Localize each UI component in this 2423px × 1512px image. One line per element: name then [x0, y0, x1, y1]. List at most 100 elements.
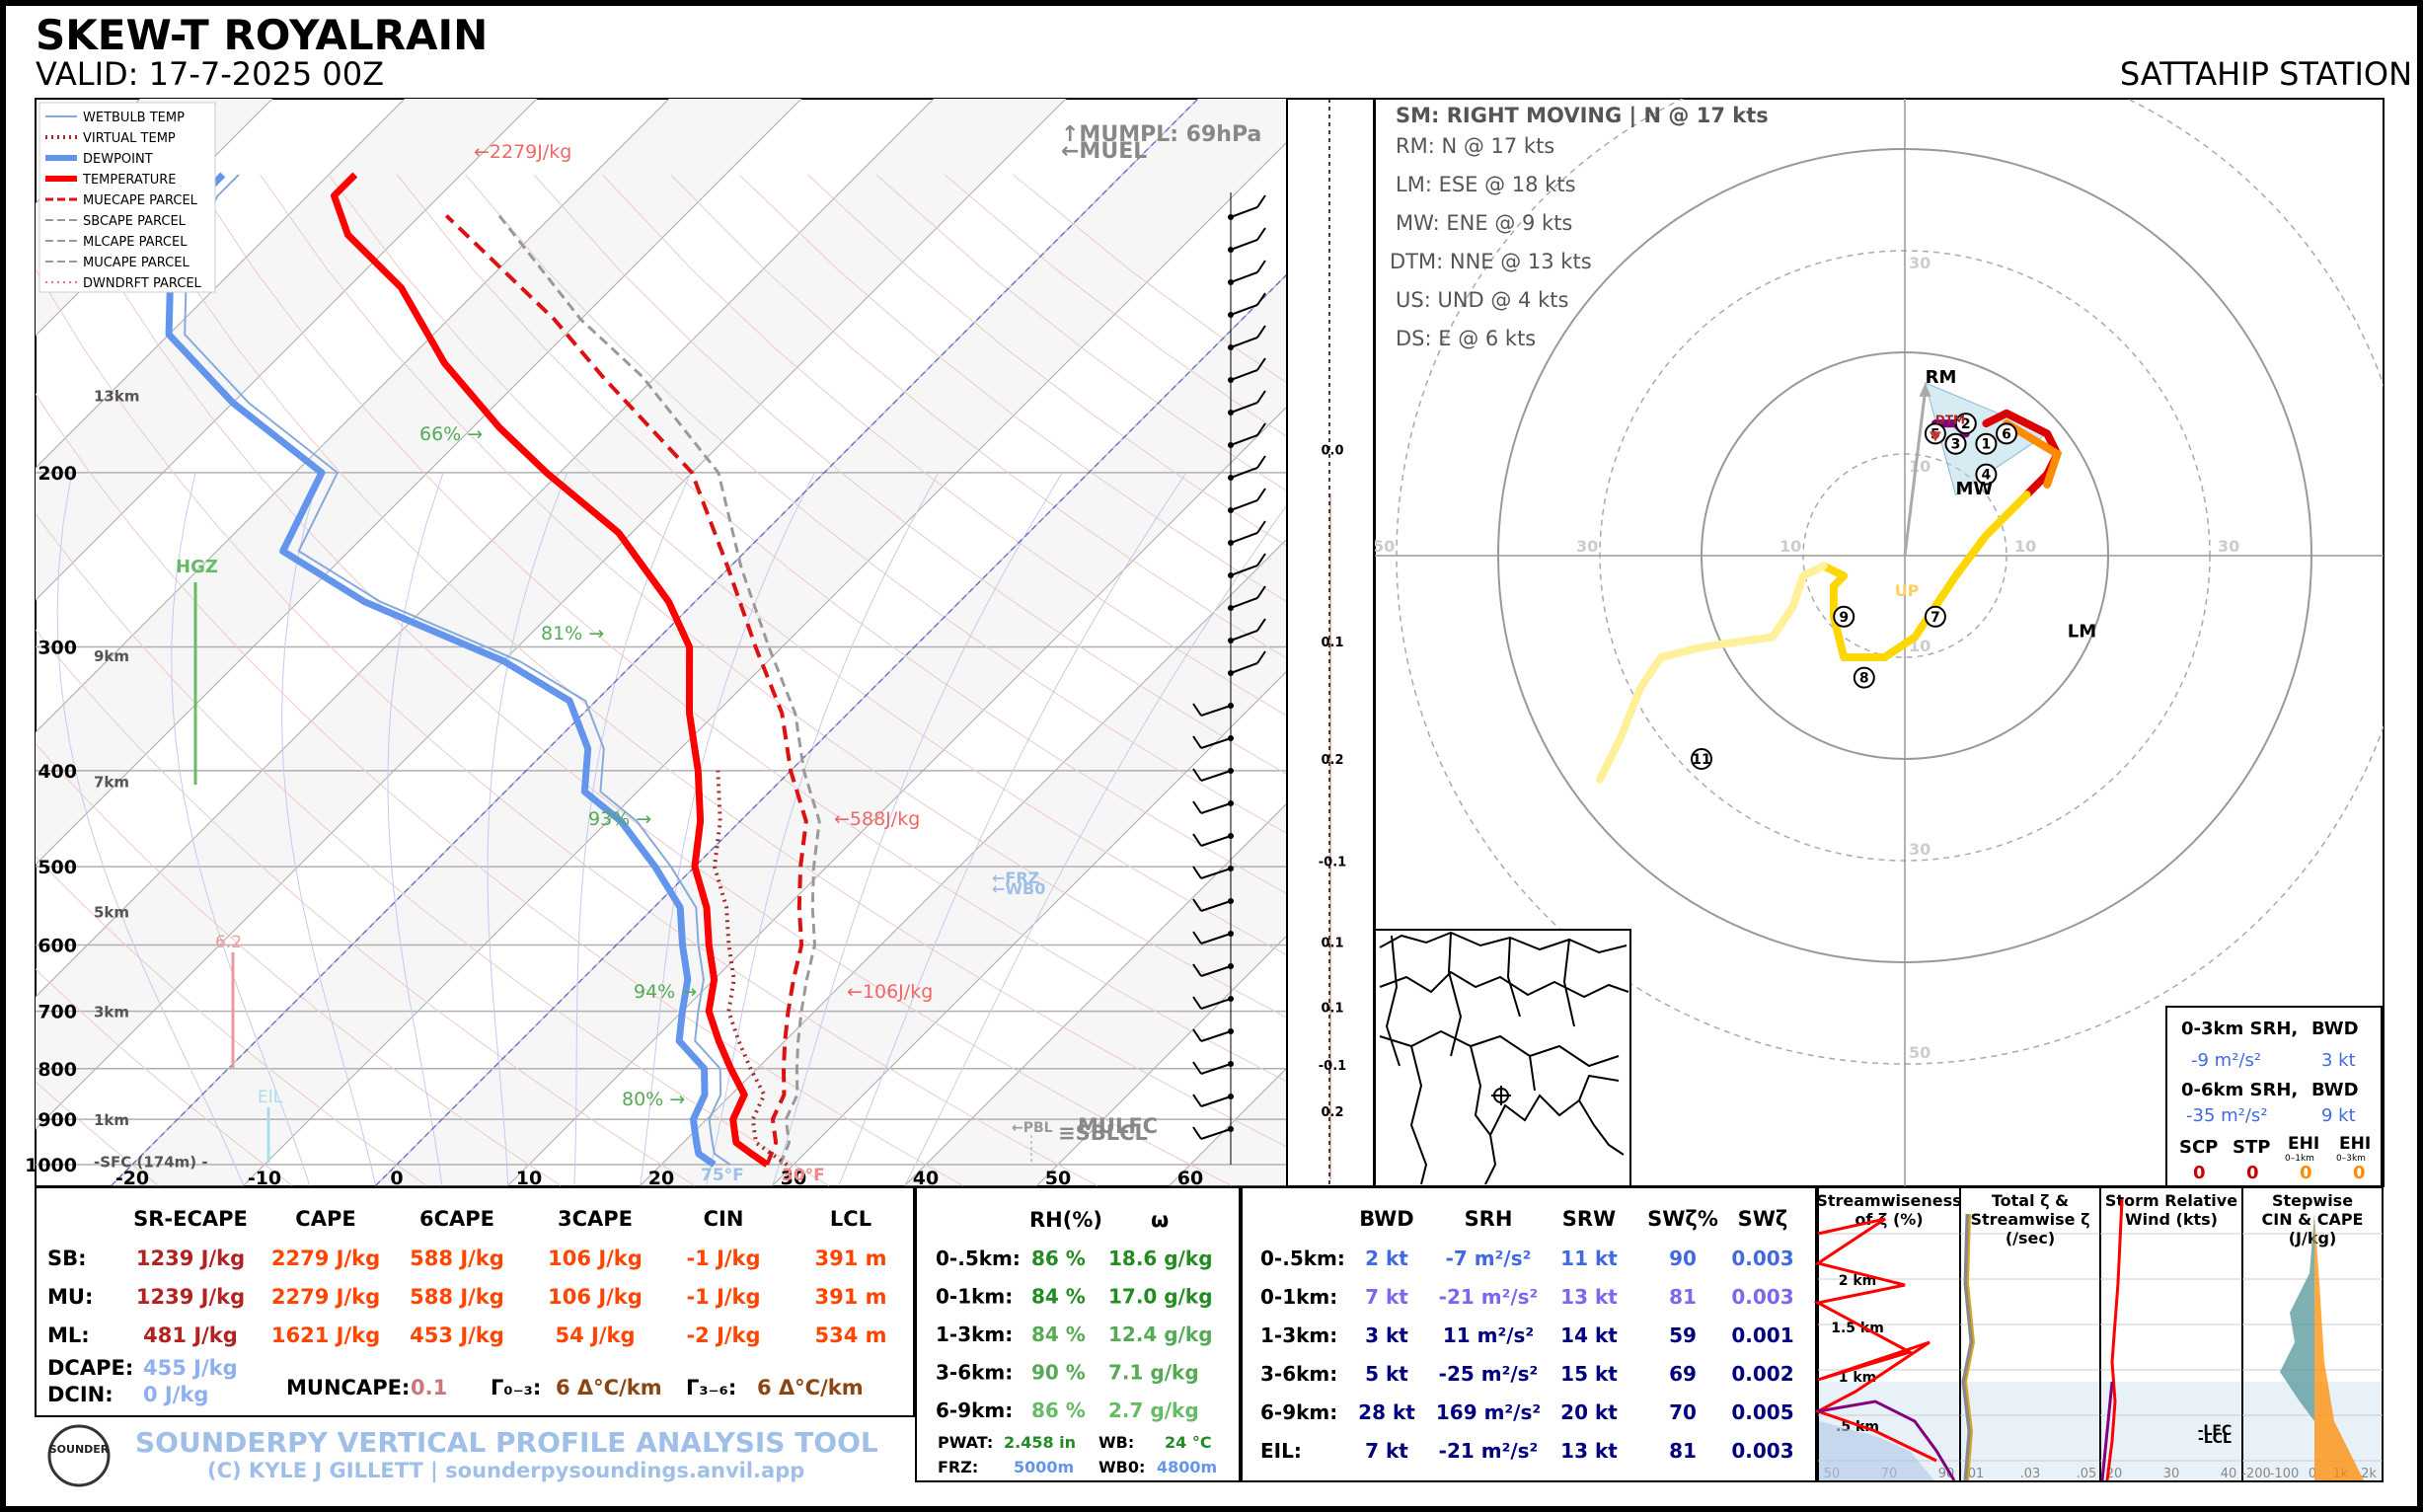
wind-barb	[1230, 565, 1258, 576]
moist-adiabat	[904, 503, 1287, 1186]
srh06-value: -35 m²/s²	[2186, 1105, 2268, 1126]
pressure-tick-label: 500	[38, 857, 77, 878]
mini-panel-tick: -100	[2270, 1467, 2300, 1481]
omega-tick-label: 0.0	[1321, 444, 1343, 459]
pressure-tick-label: 800	[38, 1059, 77, 1081]
footer-credit: (C) KYLE J GILLETT | sounderpysoundings.…	[207, 1459, 804, 1483]
wb0-value: 4800m	[1157, 1458, 1217, 1476]
location-map-inset	[1374, 929, 1631, 1187]
lfc-label: -LFC	[2198, 1423, 2233, 1439]
kinematic-cell: -25 m²/s²	[1439, 1362, 1539, 1386]
logo-text: SOUNDER	[49, 1443, 110, 1456]
mumpl-label: ↑MUMPL: 69hPa	[1061, 122, 1261, 147]
height-marker-label: 4	[1982, 468, 1992, 484]
height-marker	[1954, 413, 1977, 435]
wind-barb	[1200, 770, 1232, 782]
height-label: 1km	[94, 1111, 129, 1129]
dtm-marker-icon	[1929, 431, 1941, 442]
thermo-header: 3CAPE	[558, 1207, 633, 1231]
thermo-cell: 481 J/kg	[143, 1323, 238, 1347]
isotherm-line	[36, 99, 802, 866]
mini-panel-tick: .03	[2020, 1467, 2041, 1481]
storm-motion-arrowhead	[1919, 382, 1931, 397]
skewt-axes: 200 300 400 500 600 700 800 900 1000 -20 -10 0 10 20 3…	[25, 387, 1203, 1189]
skewt-profiles	[165, 172, 821, 1168]
wind-barb-flag	[1192, 800, 1202, 814]
skewt-panel: 200 300 400 500 600 700 800 900 1000 -20 -10 0 10 20 3…	[25, 98, 1375, 1189]
lapse-rate-label: 6.2	[215, 933, 242, 952]
moist-adiabat	[573, 472, 692, 1186]
pwat-label: PWAT:	[938, 1433, 993, 1452]
moisture-rh-cell: 84 %	[1031, 1323, 1086, 1346]
wind-barb	[1200, 705, 1232, 717]
wind-barb-flag	[1256, 390, 1266, 404]
hodograph-segment	[1596, 562, 1828, 784]
kinematic-cell: 7 kt	[1365, 1285, 1408, 1309]
kinematic-cell: 7 kt	[1365, 1439, 1408, 1463]
wind-barb-flag	[1256, 488, 1266, 501]
mini-panel-height-label: 1 km	[1839, 1370, 1877, 1386]
height-marker-label: 7	[1931, 610, 1940, 626]
kinematic-header: SRW	[1562, 1207, 1616, 1231]
frz-label: FRZ:	[938, 1458, 978, 1476]
srw-low-curve	[2100, 1381, 2114, 1481]
kinematic-row-label: 3-6km:	[1260, 1362, 1337, 1386]
dry-adiabat	[670, 174, 1287, 659]
height-marker	[1975, 432, 1998, 455]
wb0-label: WB0:	[1098, 1458, 1145, 1476]
srh03-label: 0-3km SRH,	[2181, 1019, 2298, 1039]
kinematic-cell: 0.001	[1731, 1323, 1793, 1347]
moisture-table: RH(%) ω 0-.5km: 86 % 18.6 g/kg 0-1km: 84 % 17…	[915, 1186, 1241, 1482]
mini-panel-curves	[1813, 1198, 2364, 1481]
ehi1-sub: 0–1km	[2285, 1154, 2314, 1164]
wind-barb	[1200, 1063, 1232, 1075]
mini-panel-height-label: 2 km	[1839, 1273, 1877, 1289]
wind-barb-flag	[1256, 585, 1266, 599]
skewt-annotations: ←2279J/kg ←588J/kg ←106J/kg 66% → 81% → 93% →…	[176, 122, 1261, 1185]
kinematic-cell: 20 kt	[1560, 1400, 1618, 1424]
legend-label: DWNDRFT PARCEL	[83, 276, 202, 291]
streamwiseness-curve	[1813, 1217, 1937, 1463]
isotherm-line	[507, 406, 1287, 1186]
temperature-tick-label: -10	[248, 1168, 281, 1189]
rh-66-label: 66% →	[419, 423, 483, 445]
legend-label: MLCAPE PARCEL	[83, 235, 188, 250]
wind-barb-flag	[1192, 703, 1202, 717]
moisture-w-cell: 2.7 g/kg	[1108, 1399, 1199, 1422]
mini-panel-tick: -200	[2241, 1467, 2271, 1481]
kinematic-row-label: 0-.5km:	[1260, 1247, 1345, 1270]
pressure-tick-label: 1000	[25, 1155, 77, 1176]
omega-ticks: 0.0 0.1 0.2 -0.1 0.1 0.1 -0.1 0.2	[1319, 444, 1346, 1120]
valid-time: VALID: 17-7-2025 00Z	[36, 55, 384, 93]
footer: SOUNDER SOUNDERPY VERTICAL PROFILE ANALY…	[47, 1424, 878, 1487]
wind-barbs	[1192, 192, 1266, 1165]
ring-label: 50	[1909, 1043, 1931, 1062]
kinematic-frame	[1241, 1186, 1817, 1482]
storm-motion-text: SM: RIGHT MOVING | N @ 17 kts RM: N @ 17…	[1390, 104, 1769, 350]
height-marker	[1853, 666, 1875, 689]
kinematic-cell: -21 m²/s²	[1439, 1285, 1539, 1309]
kinematic-row-label: EIL:	[1260, 1439, 1302, 1463]
height-label: 5km	[94, 904, 129, 922]
thermo-cell: 391 m	[814, 1285, 886, 1309]
moisture-rh-cell: 90 %	[1031, 1361, 1086, 1385]
height-marker-label: 3	[1951, 437, 1961, 453]
mini-panel-title: Streamwise ζ	[1970, 1210, 2089, 1229]
dry-adiabat	[36, 742, 562, 1186]
mini-panel-tick: .05	[2077, 1467, 2097, 1481]
kinematic-cell: 11 kt	[1560, 1247, 1618, 1270]
wind-barb	[1230, 206, 1258, 218]
frz-level-label: ←FRZ	[992, 869, 1039, 887]
dry-adiabat	[36, 629, 696, 1186]
wind-barb	[1230, 662, 1258, 674]
freezing-isotherm	[375, 273, 1287, 1186]
kinematic-cell: 70	[1669, 1400, 1697, 1424]
storm-motion-point-label: UP	[1895, 581, 1920, 600]
thermo-header: LCL	[830, 1207, 871, 1231]
lapse03-value: 6 Δ°C/km	[556, 1376, 662, 1399]
height-label: -SFC (174m) -	[94, 1154, 208, 1172]
moisture-rh-cell: 86 %	[1031, 1399, 1086, 1422]
moist-adiabat	[171, 472, 311, 1186]
dcin-label: DCIN:	[47, 1383, 114, 1406]
height-marker	[1691, 748, 1712, 770]
